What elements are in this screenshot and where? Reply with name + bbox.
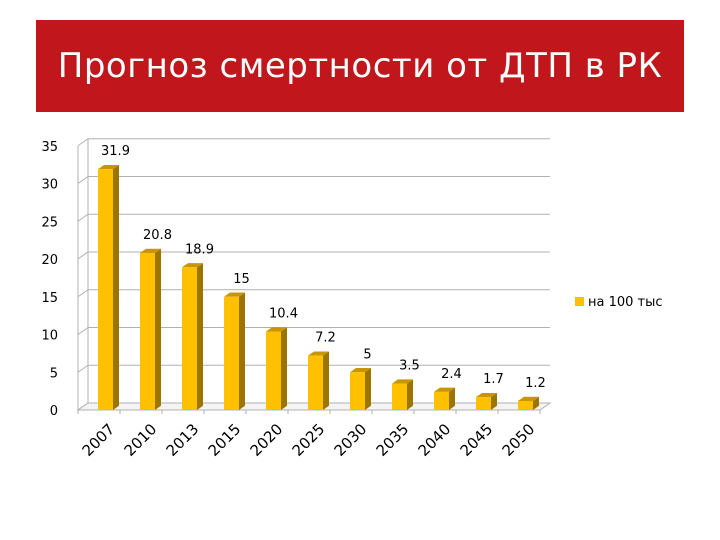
bar-top <box>98 164 119 170</box>
y-tick-label: 35 <box>41 140 58 155</box>
legend-swatch <box>575 297 584 306</box>
x-tick-label: 2015 <box>205 420 245 460</box>
gridline-side <box>77 327 89 335</box>
data-label: 31.9 <box>101 144 130 159</box>
gridline-side <box>77 176 89 184</box>
data-label: 7.2 <box>315 331 336 346</box>
data-label: 15 <box>233 272 250 287</box>
y-tick-label: 15 <box>41 291 58 306</box>
y-tick-label: 5 <box>50 366 58 381</box>
data-label: 2.4 <box>441 367 462 382</box>
y-tick-label: 0 <box>50 404 58 419</box>
bar-top <box>140 248 161 253</box>
bar-side <box>449 387 455 410</box>
bar <box>266 331 281 410</box>
bar-top <box>350 368 371 373</box>
x-tick-label: 2025 <box>289 420 329 460</box>
bar-side <box>407 379 413 410</box>
gridline-side <box>77 364 89 373</box>
gridline-side <box>77 251 89 260</box>
bar-top <box>392 379 413 384</box>
bar <box>98 169 113 410</box>
bar <box>224 296 239 410</box>
x-tick-label: 2020 <box>247 420 287 460</box>
bar-side <box>533 396 539 410</box>
bar-side <box>323 351 329 410</box>
x-tick-label: 2007 <box>79 420 119 460</box>
bar <box>140 252 155 410</box>
title-banner: Прогноз смертности от ДТП в РК <box>36 20 684 112</box>
data-label: 3.5 <box>399 359 420 374</box>
data-label: 1.2 <box>525 376 546 391</box>
x-tick-label: 2050 <box>499 420 539 460</box>
bar-side <box>197 263 203 410</box>
gridline-side <box>77 289 89 298</box>
data-label: 10.4 <box>269 306 298 321</box>
bar <box>518 400 533 410</box>
x-tick-label: 2013 <box>163 420 203 460</box>
bar <box>476 397 491 410</box>
bar <box>308 355 323 410</box>
data-label: 1.7 <box>483 372 504 387</box>
bar-top <box>476 392 497 398</box>
bar-side <box>365 368 371 410</box>
data-label: 5 <box>363 347 371 362</box>
bar <box>350 372 365 410</box>
y-tick-label: 25 <box>41 215 58 230</box>
bar <box>182 267 197 410</box>
x-tick-label: 2010 <box>121 420 161 460</box>
bar-side <box>491 392 497 410</box>
bar-top <box>308 351 329 356</box>
bar-top <box>518 396 539 401</box>
y-tick-label: 30 <box>41 178 58 193</box>
bar-side <box>155 248 161 410</box>
y-tick-label: 20 <box>41 253 58 268</box>
bar <box>392 383 407 410</box>
bar-side <box>239 292 245 410</box>
bar-top <box>182 263 203 268</box>
page-title: Прогноз смертности от ДТП в РК <box>57 46 663 86</box>
bar-side <box>281 327 287 410</box>
gridline-side <box>77 213 89 222</box>
legend-label: на 100 тыс <box>588 295 663 310</box>
data-label: 20.8 <box>143 228 172 243</box>
y-tick-label: 10 <box>41 329 58 344</box>
x-tick-label: 2030 <box>331 420 371 460</box>
bar <box>434 391 449 410</box>
x-tick-label: 2045 <box>457 420 497 460</box>
x-tick-label: 2035 <box>373 420 413 460</box>
bar-top <box>224 292 245 297</box>
data-label: 18.9 <box>185 242 214 257</box>
bar-top <box>266 327 287 332</box>
bar-top <box>434 387 455 392</box>
gridline-side <box>77 138 89 147</box>
x-tick-label: 2040 <box>415 420 455 460</box>
bar-side <box>113 164 119 410</box>
